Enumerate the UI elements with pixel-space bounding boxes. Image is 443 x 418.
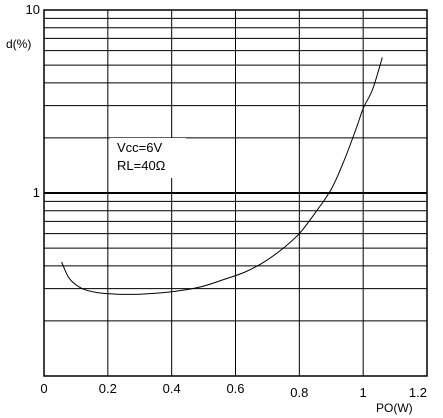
x-tick-label: 0.4 — [163, 381, 181, 396]
x-axis-label: PO(W) — [376, 401, 413, 415]
x-tick-label: 1.2 — [409, 385, 427, 400]
y-tick-label: 1 — [33, 185, 40, 200]
tick-labels: 0 0.2 0.4 0.6 0.8 1 1.2 10 1 — [26, 2, 427, 400]
x-tick-label: 0.8 — [290, 385, 308, 400]
y-tick-label: 10 — [26, 2, 40, 17]
x-tick-label: 0.2 — [99, 381, 117, 396]
plot-frame — [43, 9, 428, 377]
x-tick-label: 1 — [360, 385, 367, 400]
grid-lines — [44, 10, 427, 376]
x-tick-label: 0.6 — [226, 381, 244, 396]
annotation-rl: RL=40Ω — [117, 158, 166, 173]
distortion-curve — [61, 57, 383, 295]
annotation-vcc: Vcc=6V — [117, 140, 162, 155]
y-axis-label: d(%) — [6, 37, 31, 51]
annotation-background — [110, 138, 186, 178]
x-tick-label: 0 — [40, 381, 47, 396]
